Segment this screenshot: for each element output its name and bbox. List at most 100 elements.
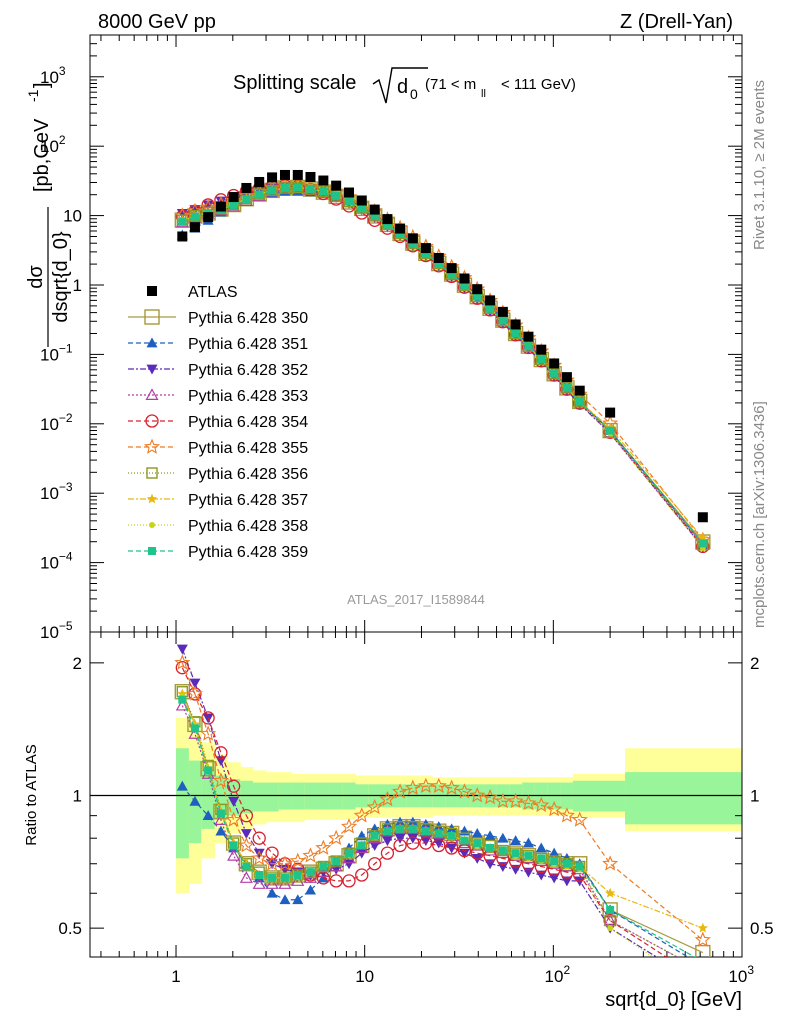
- data-point: [332, 857, 341, 866]
- data-point: [280, 183, 289, 192]
- data-point: [381, 836, 393, 847]
- data-point: [227, 848, 241, 861]
- data-point: [407, 833, 419, 844]
- data-point: [380, 846, 395, 860]
- data-point: [306, 868, 315, 877]
- data-point: [561, 876, 573, 887]
- atlas-series: [177, 169, 708, 523]
- atlas-point: [267, 172, 278, 183]
- data-point: [524, 851, 533, 860]
- atlas-point: [549, 358, 560, 369]
- data-point: [510, 835, 522, 846]
- chart-title: Splitting scale d 0 (71 < m ll < 111 GeV…: [233, 67, 576, 104]
- band-inner: [253, 782, 267, 812]
- data-point: [562, 383, 571, 392]
- rivet-label: Rivet 3.1.10, ≥ 2M events: [751, 80, 768, 250]
- ratio-series: [174, 644, 711, 975]
- atlas-point: [433, 252, 444, 263]
- chart-title-symbol: d: [397, 76, 408, 98]
- atlas-point: [574, 385, 585, 396]
- data-point: [189, 678, 201, 689]
- data-point: [265, 846, 279, 860]
- data-point: [430, 777, 447, 793]
- data-point: [535, 842, 547, 853]
- data-point: [214, 746, 228, 760]
- atlas-point: [215, 201, 226, 212]
- legend-label: Pythia 6.428 358: [188, 518, 308, 535]
- ratio-series-4: [175, 698, 708, 975]
- data-point: [697, 965, 708, 975]
- atlas-point: [318, 175, 329, 186]
- data-point: [484, 830, 496, 841]
- atlas-point: [344, 187, 355, 198]
- data-point: [368, 857, 382, 871]
- data-point: [229, 200, 238, 209]
- legend-label: Pythia 6.428 350: [188, 310, 308, 327]
- ratio-line: [181, 662, 704, 941]
- data-point: [498, 316, 507, 325]
- data-point: [524, 342, 533, 351]
- data-point: [460, 281, 469, 290]
- data-point: [469, 787, 486, 803]
- data-point: [174, 654, 191, 670]
- data-point: [421, 827, 430, 836]
- y-tick-label: 10: [63, 207, 82, 226]
- legend-label: Pythia 6.428 356: [188, 466, 308, 483]
- ratio-series-6: [174, 654, 711, 947]
- data-point: [383, 827, 392, 836]
- data-point: [238, 856, 255, 872]
- header-left: 8000 GeV pp: [98, 11, 216, 33]
- data-point: [421, 249, 430, 258]
- data-point: [522, 837, 534, 848]
- atlas-point: [523, 331, 534, 342]
- y-axis-label: dσ dsqrt{d_0} [pb,GeV -1 ]: [25, 82, 72, 347]
- data-point: [215, 825, 227, 836]
- data-point: [239, 871, 253, 883]
- data-point: [188, 727, 202, 739]
- atlas-point: [254, 176, 265, 187]
- data-point: [146, 337, 158, 348]
- atlas-point: [241, 182, 252, 193]
- data-point: [190, 212, 199, 221]
- data-point: [510, 864, 522, 875]
- data-point: [396, 824, 405, 833]
- data-point: [444, 841, 459, 855]
- ratio-tick-label-right: 1: [750, 786, 759, 805]
- data-point: [520, 794, 537, 811]
- data-point: [252, 877, 266, 889]
- data-point: [276, 855, 293, 871]
- data-point: [537, 854, 546, 863]
- atlas-point: [305, 171, 316, 182]
- chart-title-cut: (71 < m: [425, 76, 476, 93]
- legend-atlas-label: ATLAS: [188, 284, 238, 301]
- data-point: [328, 829, 345, 846]
- atlas-point: [382, 214, 393, 225]
- ratio-tick-label: 2: [73, 654, 82, 673]
- watermark: ATLAS_2017_I1589844: [347, 592, 485, 607]
- data-point: [292, 894, 304, 905]
- data-point: [473, 839, 482, 848]
- ratio-line: [181, 695, 654, 957]
- data-point: [332, 191, 341, 200]
- atlas-point: [459, 273, 470, 284]
- atlas-point: [407, 233, 418, 244]
- data-point: [494, 792, 511, 809]
- data-point: [146, 364, 158, 375]
- x-tick-label: 103: [728, 963, 754, 986]
- y-axis-label-num: dσ: [25, 265, 47, 289]
- data-point: [279, 894, 291, 905]
- atlas-point: [279, 169, 290, 180]
- data-point: [357, 204, 366, 213]
- mcplots-label: mcplots.cern.ch [arXiv:1306.3436]: [751, 401, 768, 628]
- data-point: [417, 777, 434, 793]
- data-point: [434, 829, 443, 838]
- atlas-point: [605, 407, 616, 418]
- y-axis-label-unit: [pb,GeV: [31, 118, 53, 192]
- ratio-panel-frame: [89, 631, 743, 958]
- data-point: [471, 827, 483, 838]
- data-point: [175, 661, 189, 675]
- data-point: [293, 871, 302, 880]
- data-point: [355, 868, 369, 882]
- band-inner: [266, 782, 280, 812]
- ratio-tick-label: 1: [73, 786, 82, 805]
